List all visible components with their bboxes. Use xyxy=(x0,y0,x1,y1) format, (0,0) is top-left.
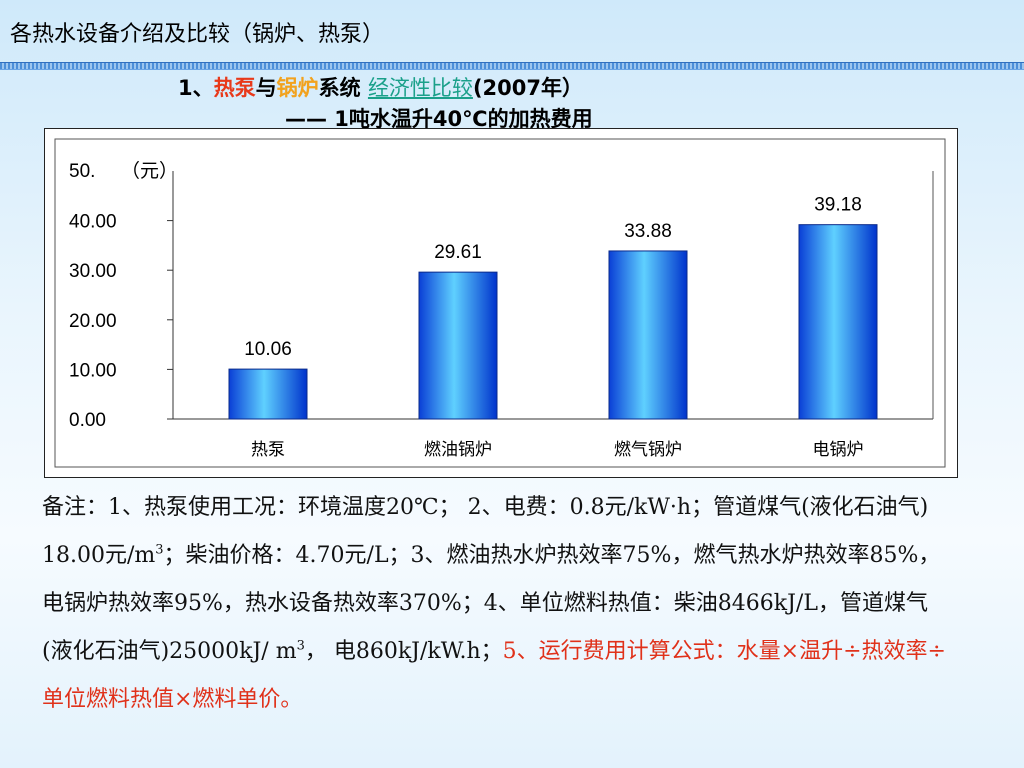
y-tick-label: 40.00 xyxy=(69,212,117,233)
title-and: 与 xyxy=(255,76,277,100)
bar xyxy=(608,250,688,420)
chart-title: 1、热泵与锅炉系统 经济性比较(2007年） xyxy=(178,72,583,102)
notes-formula: 5、运行费用计算公式：水量×温升÷热效率÷单位燃料热值×燃料单价。 xyxy=(42,639,946,712)
bar xyxy=(418,271,498,420)
x-category-label: 电锅炉 xyxy=(813,440,864,459)
notes-paragraph: 备注：1、热泵使用工况：环境温度20℃； 2、电费：0.8元/kW·h；管道煤气… xyxy=(42,484,947,724)
notes-text-2: ；柴油价格：4.70元/L；3、燃油热水炉热效率75%，燃气热水炉热效率85%，… xyxy=(42,543,941,664)
bar xyxy=(228,368,308,420)
bar-value-label: 39.18 xyxy=(814,195,862,216)
plot-frame xyxy=(54,138,946,468)
title-divider xyxy=(0,62,1024,70)
y-tick-label: 0.00 xyxy=(69,410,106,431)
y-tick-label: 10.00 xyxy=(69,360,117,381)
notes-text-1: 备注：1、热泵使用工况：环境温度20℃； 2、电费：0.8元/kW·h；管道煤气… xyxy=(42,495,929,568)
notes-sup-2: 3 xyxy=(296,638,305,654)
bar-value-label: 33.88 xyxy=(624,221,672,242)
title-year: (2007年） xyxy=(472,76,583,100)
chart-subtitle: —— 1吨水温升40℃的加热费用 xyxy=(285,107,593,131)
chart-container: 50. （元） 0.00 10.00 20.00 30.00 40.00 10.06 29… xyxy=(44,128,958,478)
x-category-label: 热泵 xyxy=(251,440,285,459)
bar-value-label: 10.06 xyxy=(244,339,292,360)
notes-sup-1: 3 xyxy=(155,542,164,558)
bar-value-label: 29.61 xyxy=(434,242,482,263)
title-economy-link[interactable]: 经济性比较 xyxy=(367,76,473,100)
notes-text-3: ， 电860kJ/kW.h； xyxy=(304,639,503,664)
y-tick-label: 30.00 xyxy=(69,261,117,282)
x-category-label: 燃油锅炉 xyxy=(424,440,492,459)
bar xyxy=(798,224,878,420)
y-tick-label: 20.00 xyxy=(69,311,117,332)
bar-chart: 50. （元） 0.00 10.00 20.00 30.00 40.00 10.06 29… xyxy=(54,138,946,468)
title-boiler: 锅炉 xyxy=(276,76,319,100)
x-category-label: 燃气锅炉 xyxy=(614,440,682,459)
y-top-label: 50. xyxy=(69,161,95,182)
y-unit-label: （元） xyxy=(121,160,178,182)
title-heatpump: 热泵 xyxy=(213,76,256,100)
slide-title: 各热水设备介绍及比较（锅炉、热泵） xyxy=(10,22,385,47)
title-system: 系统 xyxy=(318,76,368,100)
title-number: 1、 xyxy=(178,76,214,100)
